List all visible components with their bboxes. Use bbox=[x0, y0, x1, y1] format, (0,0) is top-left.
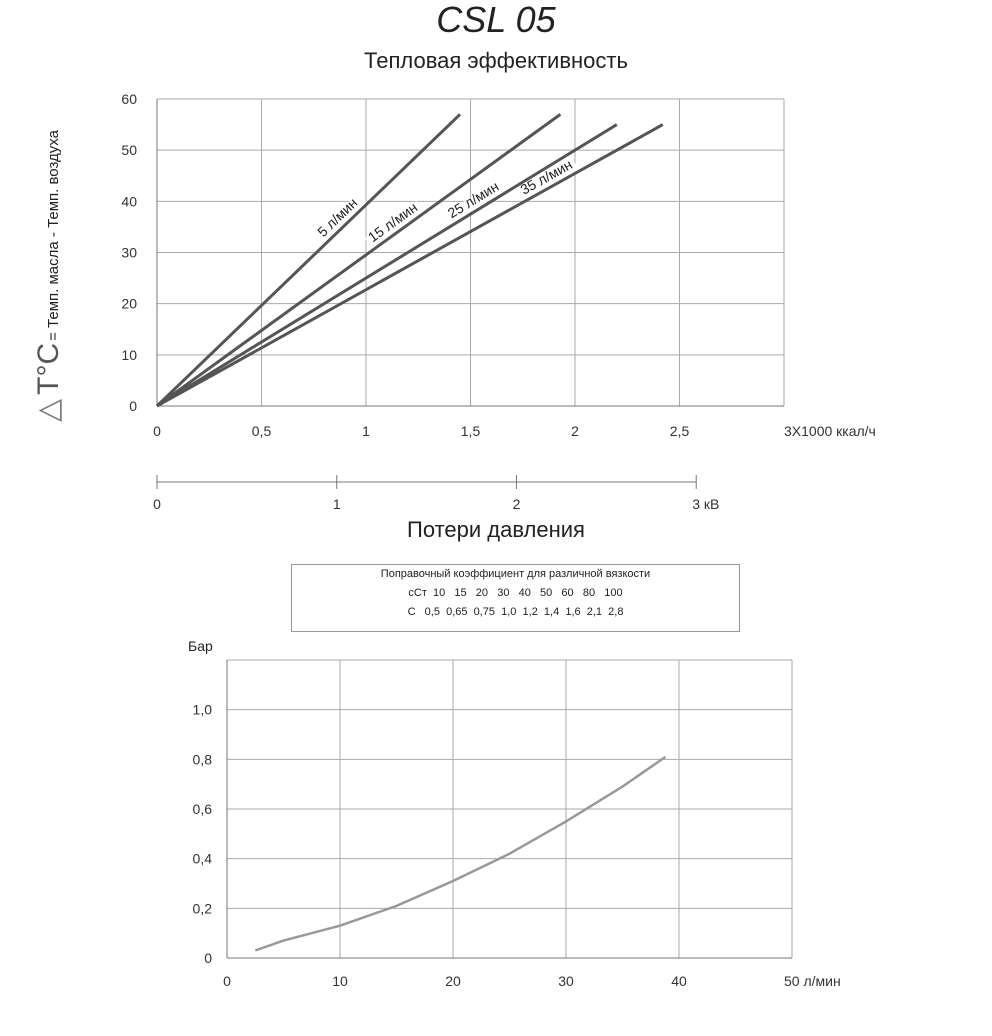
pressure-y-tick-label: 0 bbox=[204, 950, 212, 966]
pressure-y-tick-label: 0,4 bbox=[193, 851, 213, 867]
heat-y-tick-label: 20 bbox=[121, 296, 137, 312]
pressure-y-tick-label: 1,0 bbox=[193, 702, 213, 718]
heat-chart-title: Тепловая эффективность bbox=[364, 48, 628, 73]
pressure-x-tick-label: 20 bbox=[445, 973, 461, 989]
heat-x-axis-label: 3X1000 ккал/ч bbox=[784, 423, 876, 439]
pressure-y-tick-label: 0,6 bbox=[193, 801, 213, 817]
heat-series-label-group: 5 л/мин bbox=[312, 192, 367, 246]
heat-series-line bbox=[156, 113, 562, 408]
heat-series-label-bg bbox=[312, 192, 367, 246]
pressure-x-tick-label: 0 bbox=[223, 973, 231, 989]
heat-series-label-bg bbox=[364, 200, 424, 249]
viscosity-row-c: C 0,5 0,65 0,75 1,0 1,2 1,4 1,6 2,1 2,8 bbox=[407, 606, 624, 618]
pressure-x-tick-label: 10 bbox=[332, 973, 348, 989]
heat-series-label-group: 15 л/мин bbox=[364, 199, 424, 249]
heat-x-tick-label: 2 bbox=[571, 423, 579, 439]
heat-series-line bbox=[155, 113, 462, 408]
heat-x-tick-label: 2,5 bbox=[670, 423, 690, 439]
pressure-curve bbox=[254, 755, 667, 952]
pressure-y-tick-label: 0,8 bbox=[193, 751, 213, 767]
kw-axis-tick-label: 2 bbox=[513, 496, 521, 512]
pressure-x-tick-label: 30 bbox=[558, 973, 574, 989]
heat-series-line bbox=[156, 123, 664, 408]
heat-y-tick-label: 30 bbox=[121, 245, 137, 261]
viscosity-row-cst: сСт 10 15 20 30 40 50 60 80 100 bbox=[408, 587, 623, 599]
kw-axis-tick-label: 3 кВ bbox=[692, 496, 719, 512]
heat-y-tick-label: 10 bbox=[121, 347, 137, 363]
pressure-y-tick-label: 0,2 bbox=[193, 900, 213, 916]
heat-series-line bbox=[156, 123, 618, 408]
pressure-chart-title: Потери давления bbox=[407, 517, 585, 542]
page-title: CSL 05 bbox=[436, 0, 556, 40]
kw-axis-tick-label: 1 bbox=[333, 496, 341, 512]
heat-x-tick-label: 0 bbox=[153, 423, 161, 439]
viscosity-correction-box: Поправочный коэффициент для различной вя… bbox=[291, 564, 740, 632]
heat-y-tick-label: 40 bbox=[121, 193, 137, 209]
pressure-x-tick-label: 50 л/мин bbox=[784, 973, 841, 989]
heat-x-tick-label: 1,5 bbox=[461, 423, 481, 439]
pressure-x-tick-label: 40 bbox=[671, 973, 687, 989]
heat-y-tick-label: 60 bbox=[121, 91, 137, 107]
viscosity-box-heading: Поправочный коэффициент для различной вя… bbox=[380, 568, 651, 580]
heat-x-tick-label: 1 bbox=[362, 423, 370, 439]
heat-series-label-bg bbox=[516, 158, 579, 201]
heat-series-label-bg bbox=[444, 180, 506, 225]
heat-x-tick-label: 0,5 bbox=[252, 423, 272, 439]
pressure-chart-y-unit: Бар bbox=[188, 638, 213, 654]
heat-y-tick-label: 50 bbox=[121, 142, 137, 158]
heat-y-tick-label: 0 bbox=[129, 398, 137, 414]
kw-axis-tick-label: 0 bbox=[153, 496, 161, 512]
